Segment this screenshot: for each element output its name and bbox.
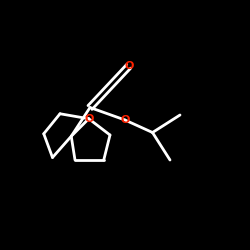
Text: O: O — [84, 114, 94, 124]
Text: O: O — [120, 115, 130, 125]
Text: O: O — [124, 61, 134, 71]
